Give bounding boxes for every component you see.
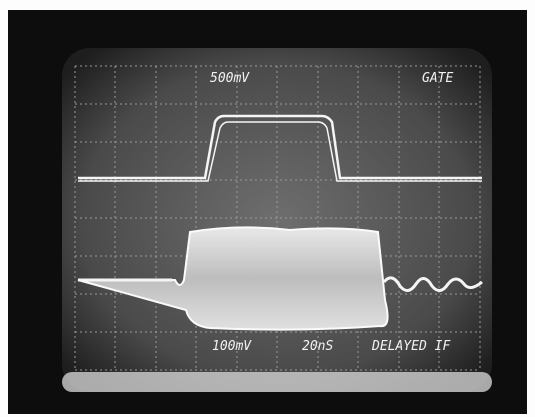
ch1-scale: 500mV	[210, 71, 250, 86]
oscilloscope-photo: 500mV GATE 100mV 20nS DELAYED IF	[0, 0, 535, 417]
ch2-scale: 100mV	[212, 339, 252, 354]
screen-reflection	[62, 372, 492, 392]
ch2-label: DELAYED IF	[371, 339, 451, 354]
page: 500mV GATE 100mV 20nS DELAYED IF (() => …	[0, 0, 535, 417]
timebase: 20nS	[302, 339, 333, 354]
ch1-label: GATE	[422, 71, 453, 86]
